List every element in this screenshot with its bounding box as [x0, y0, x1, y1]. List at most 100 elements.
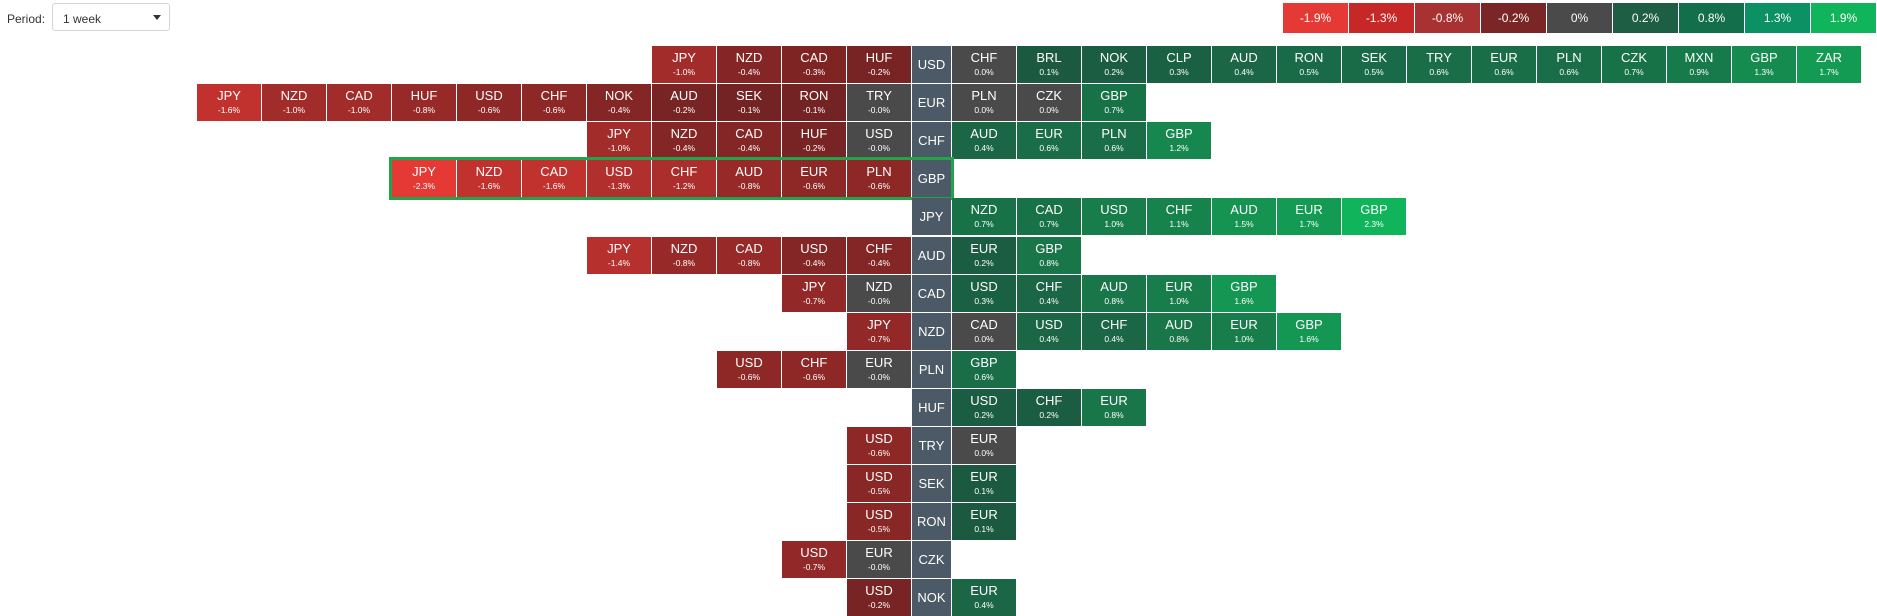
currency-cell-eur[interactable]: EUR 1.0%: [1147, 274, 1211, 312]
currency-cell-usd[interactable]: USD -0.5%: [847, 465, 911, 503]
currency-cell-gbp[interactable]: GBP 0.6%: [952, 350, 1016, 388]
currency-cell-nzd[interactable]: NZD -0.4%: [717, 46, 781, 83]
currency-cell-eur[interactable]: EUR 0.2%: [952, 236, 1016, 274]
currency-cell-czk[interactable]: CZK 0.7%: [1602, 46, 1666, 83]
currency-cell-nzd[interactable]: NZD 0.7%: [952, 198, 1016, 236]
currency-cell-jpy[interactable]: JPY -1.4%: [587, 236, 651, 274]
currency-cell-cad[interactable]: CAD -1.0%: [327, 84, 391, 122]
currency-cell-nzd[interactable]: NZD -1.0%: [262, 84, 326, 122]
currency-cell-eur[interactable]: EUR 0.4%: [952, 579, 1016, 616]
base-currency-eur[interactable]: EUR: [912, 84, 951, 122]
currency-cell-sek[interactable]: SEK -0.1%: [717, 84, 781, 122]
base-currency-huf[interactable]: HUF: [912, 388, 951, 426]
currency-cell-cad[interactable]: CAD -0.8%: [717, 236, 781, 274]
currency-cell-chf[interactable]: CHF 1.1%: [1147, 198, 1211, 236]
base-currency-czk[interactable]: CZK: [912, 541, 951, 579]
currency-cell-pln[interactable]: PLN 0.6%: [1537, 46, 1601, 83]
currency-cell-gbp[interactable]: GBP 0.7%: [1082, 84, 1146, 122]
base-currency-nzd[interactable]: NZD: [912, 312, 951, 350]
currency-cell-try[interactable]: TRY 0.6%: [1407, 46, 1471, 83]
base-currency-usd[interactable]: USD: [912, 46, 951, 83]
currency-cell-huf[interactable]: HUF -0.2%: [782, 122, 846, 160]
currency-cell-usd[interactable]: USD -0.7%: [782, 541, 846, 579]
base-currency-nok[interactable]: NOK: [912, 579, 951, 616]
currency-cell-usd[interactable]: USD 1.0%: [1082, 198, 1146, 236]
base-currency-ron[interactable]: RON: [912, 503, 951, 541]
currency-cell-aud[interactable]: AUD -0.8%: [717, 160, 781, 198]
currency-cell-usd[interactable]: USD -0.2%: [847, 579, 911, 616]
currency-cell-ron[interactable]: RON -0.1%: [782, 84, 846, 122]
currency-cell-chf[interactable]: CHF -0.6%: [522, 84, 586, 122]
currency-cell-aud[interactable]: AUD 1.5%: [1212, 198, 1276, 236]
currency-cell-nzd[interactable]: NZD -0.4%: [652, 122, 716, 160]
base-currency-try[interactable]: TRY: [912, 427, 951, 464]
base-currency-jpy[interactable]: JPY: [912, 198, 951, 236]
base-currency-chf[interactable]: CHF: [912, 122, 951, 160]
currency-cell-nok[interactable]: NOK 0.2%: [1082, 46, 1146, 83]
currency-cell-nok[interactable]: NOK -0.4%: [587, 84, 651, 122]
currency-cell-usd[interactable]: USD -0.4%: [782, 236, 846, 274]
currency-cell-nzd[interactable]: NZD -0.8%: [652, 236, 716, 274]
currency-cell-aud[interactable]: AUD -0.2%: [652, 84, 716, 122]
base-currency-aud[interactable]: AUD: [912, 236, 951, 274]
currency-cell-eur[interactable]: EUR 0.0%: [952, 427, 1016, 464]
currency-cell-jpy[interactable]: JPY -0.7%: [782, 274, 846, 312]
currency-cell-pln[interactable]: PLN 0.6%: [1082, 122, 1146, 160]
currency-cell-aud[interactable]: AUD 0.8%: [1147, 312, 1211, 350]
currency-cell-eur[interactable]: EUR 0.1%: [952, 465, 1016, 503]
currency-cell-gbp[interactable]: GBP 1.6%: [1277, 312, 1341, 350]
currency-cell-cad[interactable]: CAD 0.0%: [952, 312, 1016, 350]
currency-cell-huf[interactable]: HUF -0.8%: [392, 84, 456, 122]
currency-cell-jpy[interactable]: JPY -1.0%: [652, 46, 716, 83]
currency-cell-jpy[interactable]: JPY -2.3%: [392, 160, 456, 198]
currency-cell-czk[interactable]: CZK 0.0%: [1017, 84, 1081, 122]
currency-cell-sek[interactable]: SEK 0.5%: [1342, 46, 1406, 83]
currency-cell-cad[interactable]: CAD -1.6%: [522, 160, 586, 198]
currency-cell-usd[interactable]: USD 0.3%: [952, 274, 1016, 312]
currency-cell-eur[interactable]: EUR 0.1%: [952, 503, 1016, 541]
currency-cell-jpy[interactable]: JPY -0.7%: [847, 312, 911, 350]
currency-cell-eur[interactable]: EUR 0.6%: [1017, 122, 1081, 160]
currency-cell-chf[interactable]: CHF 0.4%: [1082, 312, 1146, 350]
currency-cell-pln[interactable]: PLN 0.0%: [952, 84, 1016, 122]
currency-cell-usd[interactable]: USD 0.4%: [1017, 312, 1081, 350]
currency-cell-gbp[interactable]: GBP 1.3%: [1732, 46, 1796, 83]
currency-cell-eur[interactable]: EUR -0.0%: [847, 541, 911, 579]
currency-cell-chf[interactable]: CHF 0.2%: [1017, 388, 1081, 426]
currency-cell-chf[interactable]: CHF -1.2%: [652, 160, 716, 198]
currency-cell-cad[interactable]: CAD -0.4%: [717, 122, 781, 160]
currency-cell-brl[interactable]: BRL 0.1%: [1017, 46, 1081, 83]
currency-cell-chf[interactable]: CHF 0.0%: [952, 46, 1016, 83]
currency-cell-cad[interactable]: CAD 0.7%: [1017, 198, 1081, 236]
currency-cell-eur[interactable]: EUR 1.0%: [1212, 312, 1276, 350]
currency-cell-eur[interactable]: EUR 0.8%: [1082, 388, 1146, 426]
currency-cell-chf[interactable]: CHF -0.4%: [847, 236, 911, 274]
currency-cell-usd[interactable]: USD -0.0%: [847, 122, 911, 160]
currency-cell-clp[interactable]: CLP 0.3%: [1147, 46, 1211, 83]
currency-cell-huf[interactable]: HUF -0.2%: [847, 46, 911, 83]
currency-cell-eur[interactable]: EUR 1.7%: [1277, 198, 1341, 236]
currency-cell-gbp[interactable]: GBP 2.3%: [1342, 198, 1406, 236]
currency-cell-eur[interactable]: EUR -0.0%: [847, 350, 911, 388]
currency-cell-usd[interactable]: USD -0.6%: [717, 350, 781, 388]
currency-cell-ron[interactable]: RON 0.5%: [1277, 46, 1341, 83]
currency-cell-jpy[interactable]: JPY -1.0%: [587, 122, 651, 160]
currency-cell-gbp[interactable]: GBP 1.2%: [1147, 122, 1211, 160]
currency-cell-nzd[interactable]: NZD -0.0%: [847, 274, 911, 312]
currency-cell-usd[interactable]: USD -0.6%: [847, 427, 911, 464]
currency-cell-nzd[interactable]: NZD -1.6%: [457, 160, 521, 198]
currency-cell-aud[interactable]: AUD 0.4%: [952, 122, 1016, 160]
currency-cell-jpy[interactable]: JPY -1.6%: [197, 84, 261, 122]
currency-cell-aud[interactable]: AUD 0.8%: [1082, 274, 1146, 312]
currency-cell-eur[interactable]: EUR -0.6%: [782, 160, 846, 198]
currency-cell-eur[interactable]: EUR 0.6%: [1472, 46, 1536, 83]
base-currency-sek[interactable]: SEK: [912, 465, 951, 503]
base-currency-cad[interactable]: CAD: [912, 274, 951, 312]
currency-cell-zar[interactable]: ZAR 1.7%: [1797, 46, 1861, 83]
period-dropdown[interactable]: 1 week: [52, 3, 170, 31]
currency-cell-chf[interactable]: CHF 0.4%: [1017, 274, 1081, 312]
base-currency-gbp[interactable]: GBP: [912, 160, 951, 198]
currency-cell-pln[interactable]: PLN -0.6%: [847, 160, 911, 198]
currency-cell-gbp[interactable]: GBP 0.8%: [1017, 236, 1081, 274]
currency-cell-aud[interactable]: AUD 0.4%: [1212, 46, 1276, 83]
